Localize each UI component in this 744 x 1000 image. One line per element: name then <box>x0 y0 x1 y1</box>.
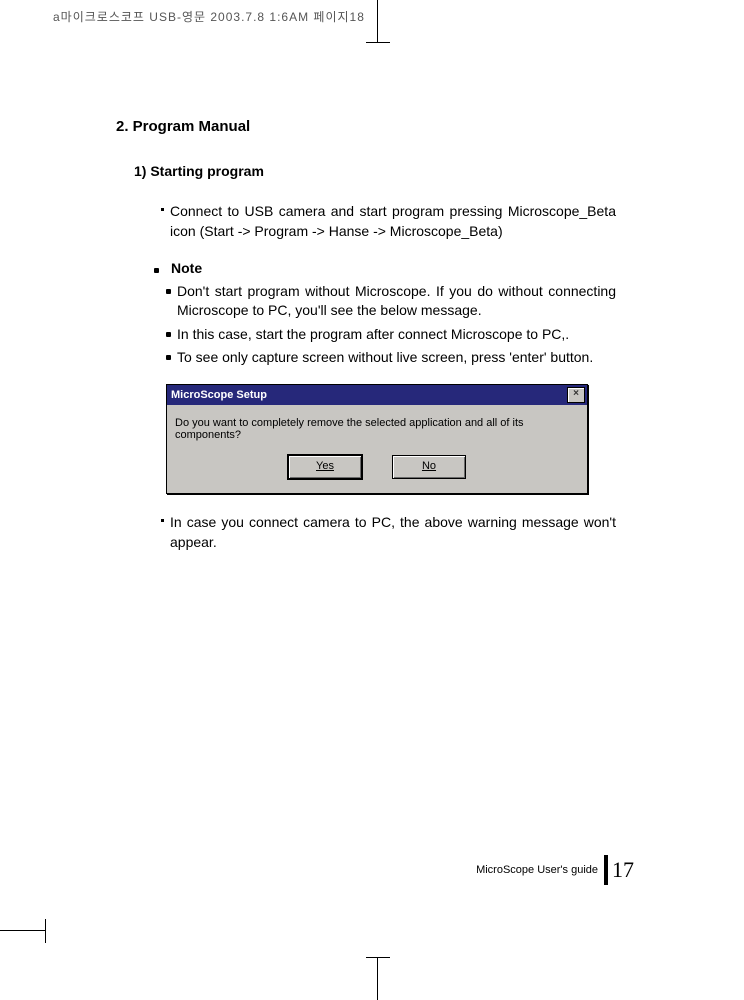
step-text: Connect to USB camera and start program … <box>170 201 616 242</box>
crop-mark <box>45 919 46 943</box>
note-label: Note <box>171 260 202 276</box>
dialog-message: Do you want to completely remove the sel… <box>175 417 579 441</box>
note-list: Don't start program without Microscope. … <box>166 282 616 368</box>
bullet-icon <box>166 355 171 360</box>
page-content: 2. Program Manual 1) Starting program Co… <box>116 118 616 553</box>
step-text: In case you connect camera to PC, the ab… <box>170 512 616 553</box>
crop-mark <box>366 42 390 43</box>
bullet-icon <box>161 208 164 211</box>
page-footer: MicroScope User's guide 17 <box>476 855 634 885</box>
dialog-titlebar: MicroScope Setup × <box>167 385 587 405</box>
note-item: In this case, start the program after co… <box>177 325 616 345</box>
section-title: 2. Program Manual <box>116 118 616 135</box>
bullet-icon <box>166 332 171 337</box>
dialog-body: Do you want to completely remove the sel… <box>167 405 587 493</box>
bullet-icon <box>154 268 159 273</box>
dialog-window: MicroScope Setup × Do you want to comple… <box>166 384 588 494</box>
dialog-title: MicroScope Setup <box>171 389 267 401</box>
subsection-title: 1) Starting program <box>134 163 616 179</box>
footer-guide: MicroScope User's guide <box>476 864 598 876</box>
page-number: 17 <box>612 857 634 883</box>
step-item: In case you connect camera to PC, the ab… <box>161 512 616 553</box>
crop-mark <box>377 0 378 42</box>
close-icon[interactable]: × <box>567 387 585 403</box>
no-button[interactable]: No <box>392 455 466 479</box>
step-item: Connect to USB camera and start program … <box>161 201 616 242</box>
bullet-icon <box>161 519 164 522</box>
note-item: Don't start program without Microscope. … <box>177 282 616 321</box>
crop-mark <box>366 957 390 958</box>
crop-mark <box>0 930 45 931</box>
note-item: To see only capture screen without live … <box>177 348 616 368</box>
bullet-icon <box>166 289 171 294</box>
yes-button[interactable]: Yes <box>288 455 362 479</box>
print-header: a마이크로스코프 USB-영문 2003.7.8 1:6AM 페이지18 <box>53 8 365 25</box>
footer-divider <box>604 855 608 885</box>
crop-mark <box>377 958 378 1000</box>
note-heading: Note <box>154 260 616 276</box>
